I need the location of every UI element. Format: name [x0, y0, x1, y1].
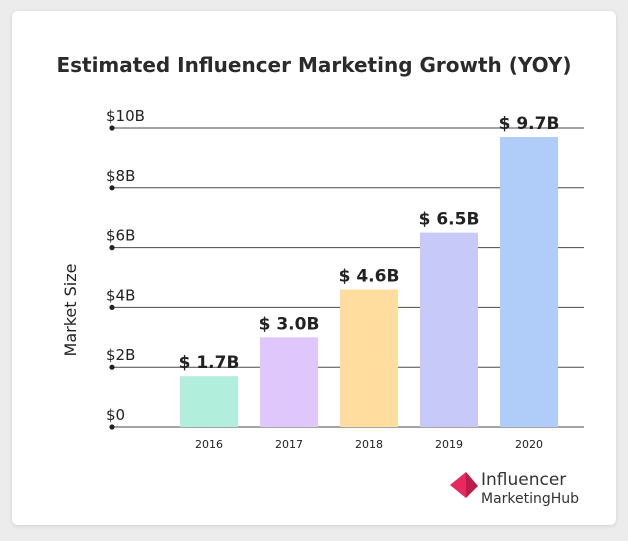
- y-tick-label: $8B: [106, 167, 135, 185]
- logo-text-line1: Influencer: [481, 470, 566, 490]
- y-tick-label: $10B: [106, 107, 145, 125]
- data-label-2018: $ 4.6B: [339, 266, 400, 286]
- gridline-dot: [109, 424, 115, 430]
- influencer-marketinghub-logo: Influencer MarketingHub: [450, 470, 579, 507]
- gridline-dot: [109, 304, 115, 310]
- y-tick-label: $2B: [106, 346, 135, 364]
- y-axis-label: Market Size: [61, 264, 80, 357]
- logo-text-line2: MarketingHub: [481, 491, 579, 507]
- bar-2020: [500, 136, 558, 427]
- bar-layer: $ 1.7B 2016 $ 3.0B 2017 $ 4.6B 2018 $ 6.5B 2019…: [179, 114, 560, 451]
- data-label-2020: $ 9.7B: [499, 114, 560, 134]
- data-label-2019: $ 6.5B: [419, 210, 480, 230]
- x-tick-label: 2020: [515, 438, 543, 451]
- data-label-2017: $ 3.0B: [259, 314, 320, 334]
- x-tick-label: 2016: [195, 438, 223, 451]
- bar-2017: [260, 337, 318, 427]
- x-tick-label: 2019: [435, 438, 463, 451]
- chart-title: Estimated Influencer Marketing Growth (Y…: [56, 53, 571, 77]
- gridline-dot: [109, 245, 115, 251]
- y-tick-label: $6B: [106, 227, 135, 245]
- gridline-dot: [109, 364, 115, 370]
- bar-2016: [180, 376, 238, 427]
- y-tick-label: $4B: [106, 286, 135, 304]
- gridline-dot: [109, 125, 115, 131]
- gridline-dot: [109, 185, 115, 191]
- y-tick-label: $0: [106, 406, 125, 424]
- bar-2018: [340, 289, 398, 427]
- x-tick-label: 2017: [275, 438, 303, 451]
- bar-2019: [420, 232, 478, 427]
- logo-icon: [450, 472, 478, 498]
- x-tick-label: 2018: [355, 438, 383, 451]
- data-label-2016: $ 1.7B: [179, 353, 240, 373]
